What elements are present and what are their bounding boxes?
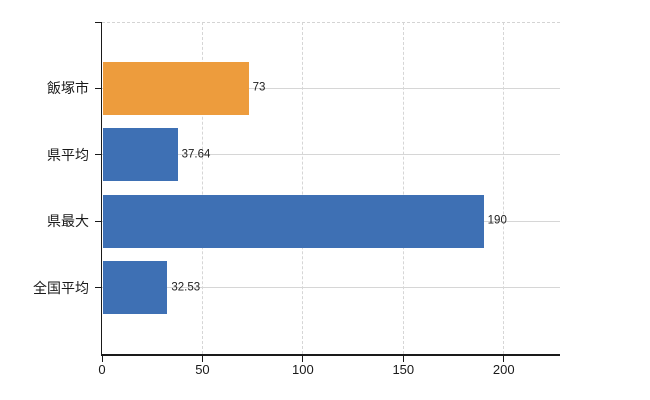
bar-value-label: 37.64 <box>181 148 211 161</box>
v-gridline <box>302 22 304 354</box>
h-gridline <box>102 87 560 89</box>
bar-value-label: 73 <box>252 81 266 94</box>
bar-value-label: 190 <box>487 214 507 227</box>
h-gridline <box>102 154 560 156</box>
category-label: 飯塚市 <box>47 80 89 97</box>
y-tick <box>94 287 101 289</box>
x-tick <box>402 355 404 362</box>
bar <box>103 128 178 182</box>
x-tick-label: 200 <box>492 362 515 377</box>
x-tick <box>503 355 505 362</box>
x-tick <box>302 355 304 362</box>
y-tick <box>94 22 101 23</box>
category-label: 県最大 <box>47 213 89 230</box>
v-gridline <box>503 22 505 354</box>
bar <box>103 61 249 115</box>
v-gridline <box>402 22 404 354</box>
plot-top-border <box>102 22 560 23</box>
category-label: 全国平均 <box>33 279 89 296</box>
h-gridline <box>102 287 560 289</box>
x-tick <box>101 355 103 362</box>
x-tick-label: 50 <box>195 362 210 377</box>
category-label: 県平均 <box>47 146 89 163</box>
x-tick-label: 150 <box>392 362 415 377</box>
x-tick-label: 100 <box>292 362 314 377</box>
bar-value-label: 32.53 <box>171 280 201 293</box>
v-gridline <box>201 22 203 354</box>
x-tick-label: 0 <box>98 362 106 377</box>
bar <box>103 261 168 315</box>
y-tick <box>94 220 101 222</box>
bar <box>103 194 484 248</box>
y-axis-line <box>100 22 102 354</box>
x-tick <box>201 355 203 362</box>
y-tick <box>94 87 101 89</box>
x-axis-line <box>100 354 560 356</box>
y-tick <box>94 154 101 156</box>
